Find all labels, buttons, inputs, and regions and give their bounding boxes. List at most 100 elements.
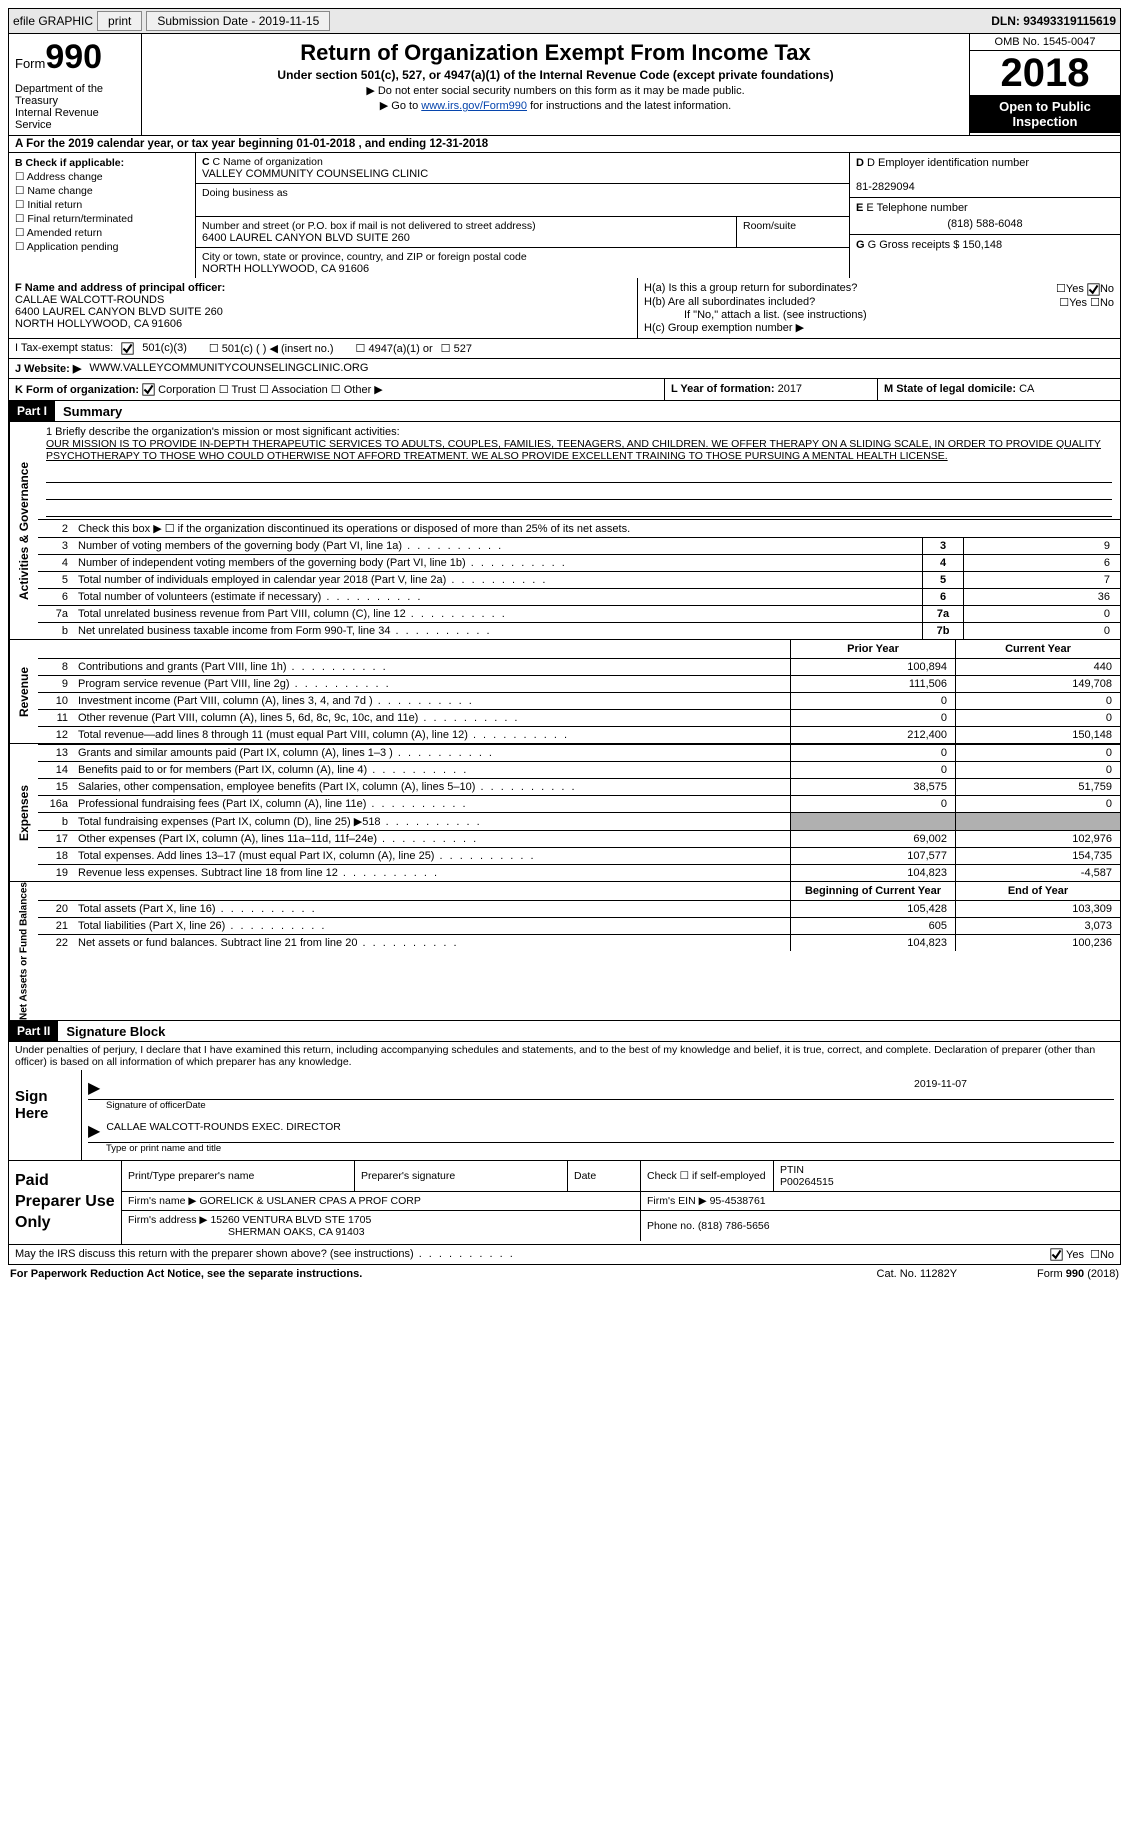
line-desc: Total unrelated business revenue from Pa… xyxy=(72,606,923,623)
line-no: 3 xyxy=(38,538,72,555)
title-cell: Return of Organization Exempt From Incom… xyxy=(142,34,969,135)
officer-city: NORTH HOLLYWOOD, CA 91606 xyxy=(15,318,182,330)
city-value: NORTH HOLLYWOOD, CA 91606 xyxy=(202,263,843,275)
line-desc: Grants and similar amounts paid (Part IX… xyxy=(72,745,791,762)
arrow-icon: ▶ xyxy=(88,1121,100,1141)
line-desc: Total assets (Part X, line 16) xyxy=(72,901,791,918)
line-no: 19 xyxy=(38,865,72,882)
vlabel-governance: Activities & Governance xyxy=(9,422,38,639)
form-note2: ▶ Go to www.irs.gov/Form990 for instruct… xyxy=(150,99,961,112)
prior-year-val: 605 xyxy=(791,918,956,935)
hb-note: If "No," attach a list. (see instruction… xyxy=(644,309,1114,321)
opt-label: 4947(a)(1) or xyxy=(368,343,432,355)
firm-name-label: Firm's name ▶ xyxy=(128,1195,196,1207)
chk-address-change: ☐ Address change xyxy=(15,171,189,183)
right-column: D D Employer identification number 81-28… xyxy=(849,153,1120,278)
line-val: 0 xyxy=(964,606,1121,623)
irs-link[interactable]: www.irs.gov/Form990 xyxy=(421,100,527,112)
year-cell: OMB No. 1545-0047 2018 Open to Public In… xyxy=(969,34,1120,135)
line-desc: Total expenses. Add lines 13–17 (must eq… xyxy=(72,848,791,865)
table-row: Firm's name ▶ GORELICK & USLANER CPAS A … xyxy=(122,1192,1120,1211)
part1-title: Summary xyxy=(63,404,122,419)
line-desc: Program service revenue (Part VIII, line… xyxy=(72,676,791,693)
chk-amended-return: ☐ Amended return xyxy=(15,227,189,239)
domicile-label: M State of legal domicile: xyxy=(884,383,1016,395)
part1-badge: Part I xyxy=(9,401,55,421)
line-no: 8 xyxy=(38,659,72,676)
prior-year-val: 0 xyxy=(791,762,956,779)
chk-label: Initial return xyxy=(27,199,82,211)
period-text: A For the 2019 calendar year, or tax yea… xyxy=(15,138,488,150)
chk-application-pending: ☐ Application pending xyxy=(15,241,189,253)
prep-check-header: Check ☐ if self-employed xyxy=(641,1161,774,1192)
section-f: F Name and address of principal officer:… xyxy=(9,278,637,338)
section-c: C C Name of organization VALLEY COMMUNIT… xyxy=(196,153,849,278)
line-desc: Total number of volunteers (estimate if … xyxy=(72,589,923,606)
prior-year-val xyxy=(791,813,956,831)
opt-corp: Corporation xyxy=(158,384,215,396)
phone-value: (818) 588-6048 xyxy=(856,218,1114,230)
submission-date-button[interactable]: Submission Date - 2019-11-15 xyxy=(146,11,330,31)
paid-table: Print/Type preparer's name Preparer's si… xyxy=(121,1161,1120,1243)
vlabel-expenses: Expenses xyxy=(9,744,38,881)
signature-section: Sign Here ▶ 2019-11-07 Signature of offi… xyxy=(8,1070,1121,1244)
end-year-header: End of Year xyxy=(956,882,1121,901)
blank-line xyxy=(46,485,1112,500)
org-name-label: C C Name of organization xyxy=(202,156,843,168)
prior-year-val: 111,506 xyxy=(791,676,956,693)
omb-number: OMB No. 1545-0047 xyxy=(970,34,1120,51)
tax-status-label: I Tax-exempt status: xyxy=(15,342,113,354)
phone-label: E Telephone number xyxy=(866,202,967,214)
line-val: 0 xyxy=(964,623,1121,640)
line-desc: Total liabilities (Part X, line 26) xyxy=(72,918,791,935)
officer-name: CALLAE WALCOTT-ROUNDS xyxy=(15,294,164,306)
note2-post: for instructions and the latest informat… xyxy=(527,100,731,112)
line-desc: Total number of individuals employed in … xyxy=(72,572,923,589)
period-row: A For the 2019 calendar year, or tax yea… xyxy=(8,136,1121,153)
section-d: D D Employer identification number 81-28… xyxy=(850,153,1120,198)
line-desc: Number of independent voting members of … xyxy=(72,555,923,572)
table-row: 13Grants and similar amounts paid (Part … xyxy=(38,745,1120,762)
line-no: 22 xyxy=(38,935,72,952)
current-year-val: 0 xyxy=(956,796,1121,813)
opt-other: Other ▶ xyxy=(344,384,383,396)
opt-527: ☐ 527 xyxy=(441,342,472,355)
check-icon xyxy=(1087,283,1100,296)
officer-label: F Name and address of principal officer: xyxy=(15,282,225,294)
governance-content: 1 Briefly describe the organization's mi… xyxy=(38,422,1120,639)
current-year-val: 149,708 xyxy=(956,676,1121,693)
table-row: 15Salaries, other compensation, employee… xyxy=(38,779,1120,796)
arrow-icon: ▶ xyxy=(88,1078,100,1098)
prior-year-val: 0 xyxy=(791,710,956,727)
form-number-cell: Form990 Department of the Treasury Inter… xyxy=(9,34,142,135)
vlabel-net: Net Assets or Fund Balances xyxy=(9,882,38,1020)
no-label: No xyxy=(1100,297,1114,309)
current-year-val: 0 xyxy=(956,745,1121,762)
table-row: 10Investment income (Part VIII, column (… xyxy=(38,693,1120,710)
firm-name-cell: Firm's name ▶ GORELICK & USLANER CPAS A … xyxy=(122,1192,641,1211)
sig-name-value: CALLAE WALCOTT-ROUNDS EXEC. DIRECTOR xyxy=(106,1121,1114,1141)
line-desc: Professional fundraising fees (Part IX, … xyxy=(72,796,791,813)
current-year-header: Current Year xyxy=(956,640,1121,659)
mission-label: 1 Briefly describe the organization's mi… xyxy=(46,426,1112,438)
line-desc: Investment income (Part VIII, column (A)… xyxy=(72,693,791,710)
line-no: 6 xyxy=(38,589,72,606)
check-icon xyxy=(142,383,155,396)
prior-year-val: 104,823 xyxy=(791,935,956,952)
table-row: 19Revenue less expenses. Subtract line 1… xyxy=(38,865,1120,882)
line-no: 18 xyxy=(38,848,72,865)
line-no: 5 xyxy=(38,572,72,589)
line-desc: Total revenue—add lines 8 through 11 (mu… xyxy=(72,727,791,744)
print-button[interactable]: print xyxy=(97,11,142,31)
dept-label: Department of the Treasury Internal Reve… xyxy=(15,83,135,131)
line-desc: Contributions and grants (Part VIII, lin… xyxy=(72,659,791,676)
yes-label: Yes xyxy=(1069,297,1087,309)
sig-date-label: Date xyxy=(186,1100,386,1111)
line-no: 9 xyxy=(38,676,72,693)
prep-sig-header: Preparer's signature xyxy=(355,1161,568,1192)
revenue-table: Prior Year Current Year 8Contributions a… xyxy=(38,640,1120,743)
section-b-title: B Check if applicable: xyxy=(15,157,189,169)
org-name: VALLEY COMMUNITY COUNSELING CLINIC xyxy=(202,168,843,180)
current-year-val: 440 xyxy=(956,659,1121,676)
ha-label: H(a) Is this a group return for subordin… xyxy=(644,282,857,296)
